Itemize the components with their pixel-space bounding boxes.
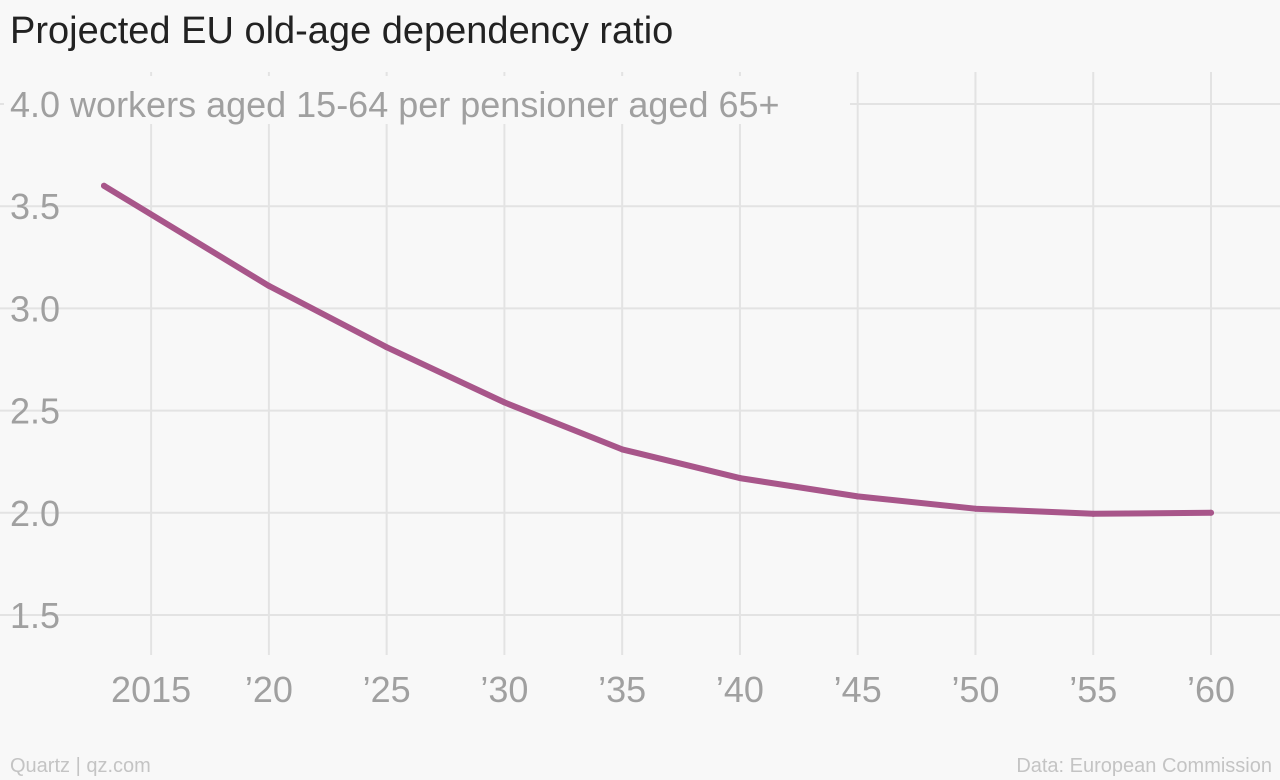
x-tick-label: ’60 [1187,669,1235,710]
data-point [383,344,390,351]
x-tick-label: ’40 [716,669,764,710]
footer-source-left: Quartz | qz.com [10,755,151,777]
y-label-backdrop [4,76,850,124]
y-tick-label: 1.5 [10,595,60,636]
x-tick-label: ’25 [363,669,411,710]
y-tick-label: 2.5 [10,391,60,432]
grid-lines [0,72,1280,655]
data-point [1208,509,1214,516]
data-point [1090,510,1097,517]
x-tick-label: ’55 [1069,669,1117,710]
y-tick-label: 2.0 [10,493,60,534]
data-point [501,399,508,406]
tick-labels: 2015 ’20 ’25 ’30 ’35 ’40 ’45 ’50 ’55 ’60 1.5 2.0 2.5… [4,76,1235,710]
y-axis-label: 4.0 workers aged 15-64 per pensioner age… [10,84,780,125]
footer-source-right: Data: European Commission [1016,755,1272,777]
chart-title: Projected EU old-age dependency ratio [10,10,674,52]
data-point [972,505,979,512]
y-tick-label: 3.5 [10,186,60,227]
data-point [265,282,272,289]
data-point [854,493,861,500]
x-tick-label: ’20 [245,669,293,710]
y-tick-label: 3.0 [10,288,60,329]
x-tick-label: ’45 [834,669,882,710]
x-tick-label: ’50 [951,669,999,710]
x-tick-label: ’35 [598,669,646,710]
series-line [101,182,1214,517]
data-point [101,182,107,189]
series-layer [101,182,1214,517]
x-tick-label: 2015 [111,669,191,710]
data-point [619,446,626,453]
data-point [736,475,743,482]
x-tick-label: ’30 [480,669,528,710]
